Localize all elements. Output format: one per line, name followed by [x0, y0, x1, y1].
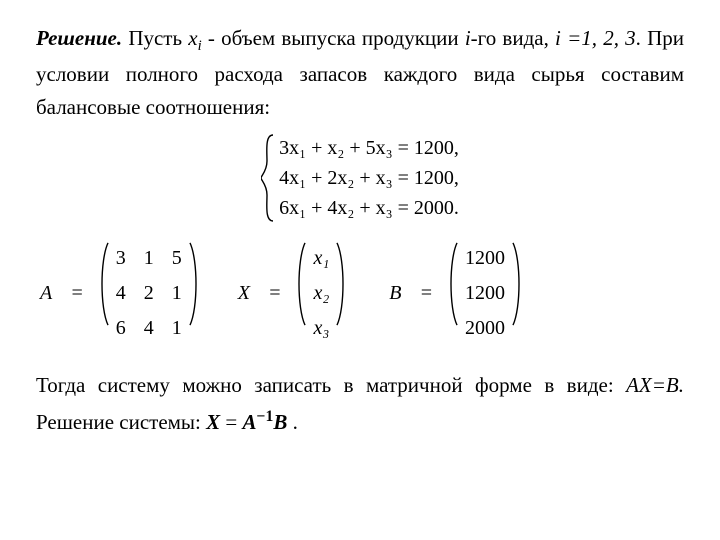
i-values: i =1, 2, 3 [555, 26, 636, 50]
matrix-X: x₁ x₂ x₃ [295, 241, 347, 346]
intro-post-var: - объем выпуска продукции [202, 26, 465, 50]
matrix-X-body: x₁ x₂ x₃ [307, 241, 335, 346]
sol-A: A [242, 410, 256, 434]
intro-post-i: -го вида, [471, 26, 555, 50]
heading: Решение. [36, 26, 122, 50]
equation-3: 6x₁ + 4x₂ + x₃ = 2000. [279, 194, 459, 223]
matrix-B: 1200 1200 2000 [447, 241, 523, 346]
sol-dot: . [287, 410, 298, 434]
B-0: 1200 [465, 243, 505, 274]
var-x: x [188, 26, 197, 50]
right-paren-icon [335, 241, 347, 327]
conclusion-mid: Решение системы: [36, 410, 206, 434]
equation-2: 4x₁ + 2x₂ + x₃ = 1200, [279, 164, 459, 193]
sol-X: X [206, 410, 220, 434]
matrix-A-body: 3 1 5 4 2 1 6 4 1 [110, 241, 188, 346]
A-1-2: 1 [172, 278, 182, 309]
A-2-2: 1 [172, 313, 182, 344]
A-1-1: 2 [144, 278, 154, 309]
conclusion-paragraph: Тогда систему можно записать в матричной… [36, 368, 684, 440]
A-1-0: 4 [116, 278, 126, 309]
intro-pre-var: Пусть [122, 26, 188, 50]
equals-X: = [266, 278, 284, 309]
sol-exp: −1 [257, 408, 274, 425]
left-paren-icon [98, 241, 110, 327]
sol-B: B [273, 410, 287, 434]
conclusion-pre: Тогда систему можно записать в матричной… [36, 373, 626, 397]
equation-lines: 3x₁ + x₂ + 5x₃ = 1200, 4x₁ + 2x₂ + x₃ = … [275, 133, 459, 223]
right-paren-icon [511, 241, 523, 327]
sol-eq: = [220, 410, 242, 434]
X-0: x₁ [313, 243, 329, 274]
matrix-X-label: X [238, 278, 254, 309]
equation-system: 3x₁ + x₂ + 5x₃ = 1200, 4x₁ + 2x₂ + x₃ = … [36, 133, 684, 223]
B-1: 1200 [465, 278, 505, 309]
A-0-0: 3 [116, 243, 126, 274]
matrix-A-label: A [40, 278, 56, 309]
equation-1: 3x₁ + x₂ + 5x₃ = 1200, [279, 134, 459, 163]
A-2-0: 6 [116, 313, 126, 344]
right-paren-icon [188, 241, 200, 327]
left-paren-icon [295, 241, 307, 327]
page: Решение. Пусть xi - объем выпуска продук… [0, 0, 720, 440]
intro-paragraph: Решение. Пусть xi - объем выпуска продук… [36, 22, 684, 123]
equals-A: = [68, 278, 86, 309]
left-brace-icon [261, 133, 275, 223]
X-2: x₃ [313, 313, 329, 344]
A-0-1: 1 [144, 243, 154, 274]
matrices-row: A = 3 1 5 4 2 1 6 4 1 X = [40, 241, 684, 346]
B-2: 2000 [465, 313, 505, 344]
equals-B: = [418, 278, 436, 309]
A-0-2: 5 [172, 243, 182, 274]
matrix-A: 3 1 5 4 2 1 6 4 1 [98, 241, 200, 346]
X-1: x₂ [313, 278, 329, 309]
left-paren-icon [447, 241, 459, 327]
A-2-1: 4 [144, 313, 154, 344]
matrix-B-body: 1200 1200 2000 [459, 241, 511, 346]
matrix-B-label: B [389, 278, 405, 309]
matrix-equation: AX=B. [626, 373, 684, 397]
